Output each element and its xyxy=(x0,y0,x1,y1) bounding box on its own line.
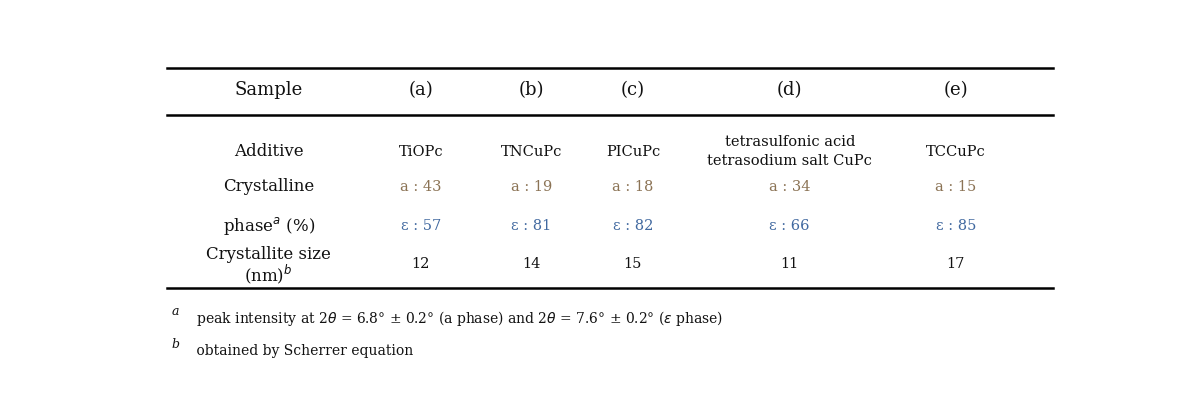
Text: ε : 82: ε : 82 xyxy=(613,219,653,232)
Text: obtained by Scherrer equation: obtained by Scherrer equation xyxy=(192,344,413,358)
Text: a : 19: a : 19 xyxy=(511,180,552,194)
Text: (d): (d) xyxy=(777,82,802,99)
Text: a : 43: a : 43 xyxy=(400,180,441,194)
Text: Crystalline: Crystalline xyxy=(223,178,314,196)
Text: 14: 14 xyxy=(522,257,540,271)
Text: tetrasulfonic acid
tetrasodium salt CuPc: tetrasulfonic acid tetrasodium salt CuPc xyxy=(707,135,872,168)
Text: PICuPc: PICuPc xyxy=(606,145,660,158)
Text: a : 34: a : 34 xyxy=(769,180,810,194)
Text: (nm)$^b$: (nm)$^b$ xyxy=(244,262,293,285)
Text: a: a xyxy=(171,305,180,318)
Text: TiOPc: TiOPc xyxy=(399,145,443,158)
Text: a : 15: a : 15 xyxy=(935,180,976,194)
Text: 17: 17 xyxy=(946,257,965,271)
Text: ε : 57: ε : 57 xyxy=(401,219,441,232)
Text: Sample: Sample xyxy=(234,82,302,99)
Text: (b): (b) xyxy=(519,82,544,99)
Text: peak intensity at 2$\theta$ = 6.8° ± 0.2° (a phase) and 2$\theta$ = 7.6° ± 0.2° : peak intensity at 2$\theta$ = 6.8° ± 0.2… xyxy=(192,309,724,329)
Text: 11: 11 xyxy=(781,257,798,271)
Text: b: b xyxy=(171,338,180,351)
Text: 12: 12 xyxy=(412,257,430,271)
Text: (c): (c) xyxy=(621,82,645,99)
Text: TNCuPc: TNCuPc xyxy=(501,145,562,158)
Text: (a): (a) xyxy=(408,82,433,99)
Text: ε : 81: ε : 81 xyxy=(512,219,552,232)
Text: Additive: Additive xyxy=(233,143,303,160)
Text: TCCuPc: TCCuPc xyxy=(926,145,985,158)
Text: Crystallite size: Crystallite size xyxy=(206,246,331,263)
Text: ε : 85: ε : 85 xyxy=(935,219,976,232)
Text: phase$^a$ (%): phase$^a$ (%) xyxy=(223,214,314,237)
Text: 15: 15 xyxy=(624,257,643,271)
Text: a : 18: a : 18 xyxy=(612,180,653,194)
Text: ε : 66: ε : 66 xyxy=(770,219,810,232)
Text: (e): (e) xyxy=(944,82,967,99)
